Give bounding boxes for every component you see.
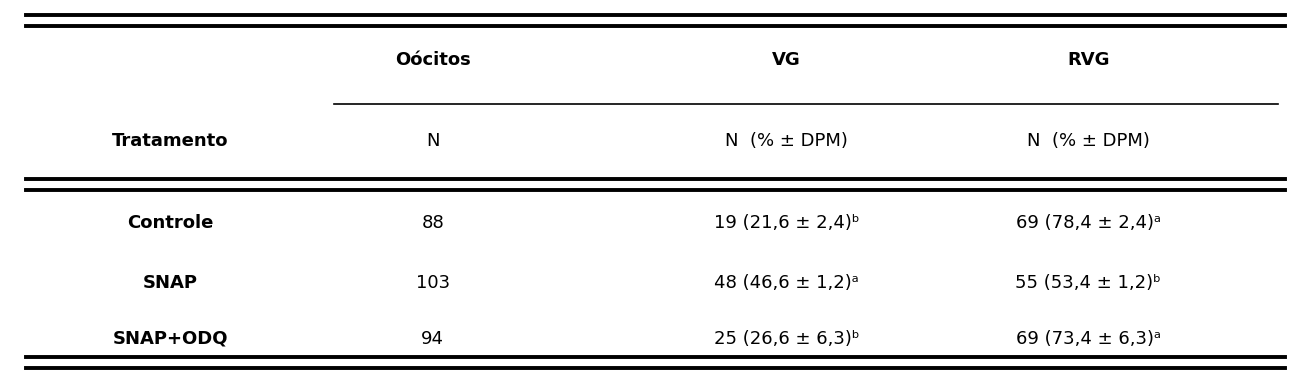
Text: 25 (26,6 ± 6,3)ᵇ: 25 (26,6 ± 6,3)ᵇ xyxy=(713,330,860,347)
Text: 94: 94 xyxy=(421,330,444,347)
Text: N  (% ± DPM): N (% ± DPM) xyxy=(1027,132,1150,150)
Text: N: N xyxy=(426,132,439,150)
Text: 103: 103 xyxy=(416,274,450,292)
Text: VG: VG xyxy=(772,51,801,68)
Text: Oócitos: Oócitos xyxy=(395,51,471,68)
Text: RVG: RVG xyxy=(1067,51,1109,68)
Text: 69 (73,4 ± 6,3)ᵃ: 69 (73,4 ± 6,3)ᵃ xyxy=(1016,330,1160,347)
Text: Tratamento: Tratamento xyxy=(113,132,228,150)
Text: 19 (21,6 ± 2,4)ᵇ: 19 (21,6 ± 2,4)ᵇ xyxy=(713,214,860,232)
Text: 55 (53,4 ± 1,2)ᵇ: 55 (53,4 ± 1,2)ᵇ xyxy=(1015,274,1162,292)
Text: 88: 88 xyxy=(421,214,444,232)
Text: SNAP+ODQ: SNAP+ODQ xyxy=(113,330,228,347)
Text: N  (% ± DPM): N (% ± DPM) xyxy=(725,132,848,150)
Text: 69 (78,4 ± 2,4)ᵃ: 69 (78,4 ± 2,4)ᵃ xyxy=(1016,214,1160,232)
Text: SNAP: SNAP xyxy=(143,274,198,292)
Text: Controle: Controle xyxy=(127,214,214,232)
Text: 48 (46,6 ± 1,2)ᵃ: 48 (46,6 ± 1,2)ᵃ xyxy=(714,274,859,292)
